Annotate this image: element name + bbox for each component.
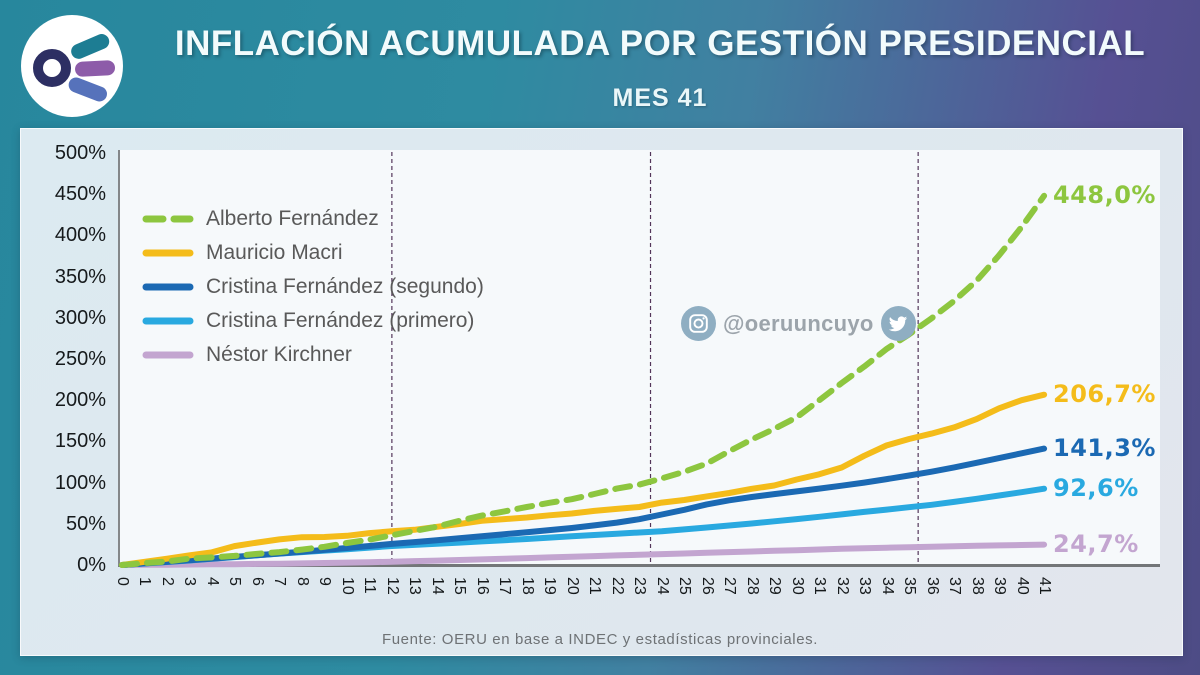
watermark: @oeruuncuyo [681,306,916,341]
y-axis-label: 400% [54,224,106,247]
x-axis-label: 20 [563,577,581,595]
x-axis-label: 34 [878,577,896,595]
x-axis-label: 41 [1036,577,1054,595]
oeru-logo [14,8,126,120]
legend-swatch [142,317,194,325]
x-axis-label: 40 [1013,577,1031,595]
x-axis-label: 35 [901,577,919,595]
x-axis-label: 12 [383,577,401,595]
legend-item: Cristina Fernández (segundo) [142,270,484,304]
legend-swatch [142,249,194,257]
x-axis-label: 8 [293,577,311,586]
x-axis-label: 28 [743,577,761,595]
logo-bar-purple [75,60,116,77]
legend-item: Mauricio Macri [142,236,484,270]
x-axis-label: 33 [856,577,874,595]
x-axis-label: 7 [271,577,289,586]
y-axis-label: 300% [54,306,106,329]
value-label: 24,7% [1053,529,1139,558]
legend: Alberto Fernández Mauricio Macri Cristina … [142,202,484,372]
x-axis-label: 22 [608,577,626,595]
y-axis-label: 0% [77,554,106,576]
x-axis-label: 36 [923,577,941,595]
y-axis-label: 500% [54,142,106,164]
x-axis-label: 10 [338,577,356,595]
legend-swatch [142,351,194,359]
x-axis-label: 15 [451,577,469,595]
instagram-icon [681,306,716,341]
legend-item: Alberto Fernández [142,202,484,236]
legend-label: Alberto Fernández [206,207,379,230]
x-axis-label: 6 [248,577,266,586]
value-label: 92,6% [1053,473,1139,502]
x-axis-label: 32 [833,577,851,595]
logo-graphic [21,15,123,117]
y-axis-label: 250% [54,348,106,370]
x-axis-label: 39 [991,577,1009,595]
legend-label: Cristina Fernández (segundo) [206,275,484,298]
x-axis-label: 38 [968,577,986,595]
legend-item: Néstor Kirchner [142,338,484,372]
y-axis-label: 150% [54,430,106,453]
legend-label: Cristina Fernández (primero) [206,309,475,332]
x-axis-label: 1 [136,577,154,586]
x-axis-label: 37 [946,577,964,595]
x-axis-label: 9 [316,577,334,586]
x-axis-label: 27 [721,577,739,595]
x-axis-label: 4 [203,577,221,586]
x-axis-label: 24 [653,577,671,595]
x-axis-label: 16 [473,577,491,595]
watermark-handle: @oeruuncuyo [723,310,874,336]
page-subtitle: MES 41 [612,84,708,112]
x-axis-label: 17 [496,577,514,595]
y-axis-label: 50% [65,512,106,535]
x-axis-label: 2 [158,577,176,586]
y-axis-label: 100% [54,471,106,494]
x-axis-label: 31 [811,577,829,595]
x-axis-label: 3 [181,577,199,586]
legend-swatch [142,283,194,291]
x-axis-label: 19 [541,577,559,595]
value-label: 206,7% [1053,379,1156,408]
logo-ring [33,49,71,87]
value-label: 141,3% [1053,433,1156,462]
x-axis-label: 25 [676,577,694,595]
x-axis-label: 26 [698,577,716,595]
legend-item: Cristina Fernández (primero) [142,304,484,338]
x-axis-label: 14 [428,577,446,595]
logo-bars [68,34,116,102]
logo-bar-teal [71,34,110,59]
legend-swatch [142,215,194,223]
x-axis-label: 11 [361,577,379,594]
source-note: Fuente: OERU en base a INDEC y estadísti… [381,631,819,648]
x-axis-label: 18 [518,577,536,595]
x-axis-label: 30 [788,577,806,595]
x-axis-label: 21 [586,577,604,595]
x-axis-label: 29 [766,577,784,595]
x-axis-label: 0 [114,577,131,586]
y-axis-label: 350% [54,265,106,288]
x-axis-label: 5 [226,577,244,586]
logo-bar-blue [68,77,107,102]
legend-label: Mauricio Macri [206,241,343,264]
x-axis-label: 13 [406,577,424,595]
value-label: 448,0% [1053,180,1156,209]
y-axis-label: 200% [54,389,106,412]
page-title: INFLACIÓN ACUMULADA POR GESTIÓN PRESIDEN… [174,24,1146,63]
y-axis-label: 450% [54,183,106,206]
twitter-icon [880,306,916,341]
x-axis-label: 23 [631,577,649,595]
legend-label: Néstor Kirchner [206,343,352,366]
